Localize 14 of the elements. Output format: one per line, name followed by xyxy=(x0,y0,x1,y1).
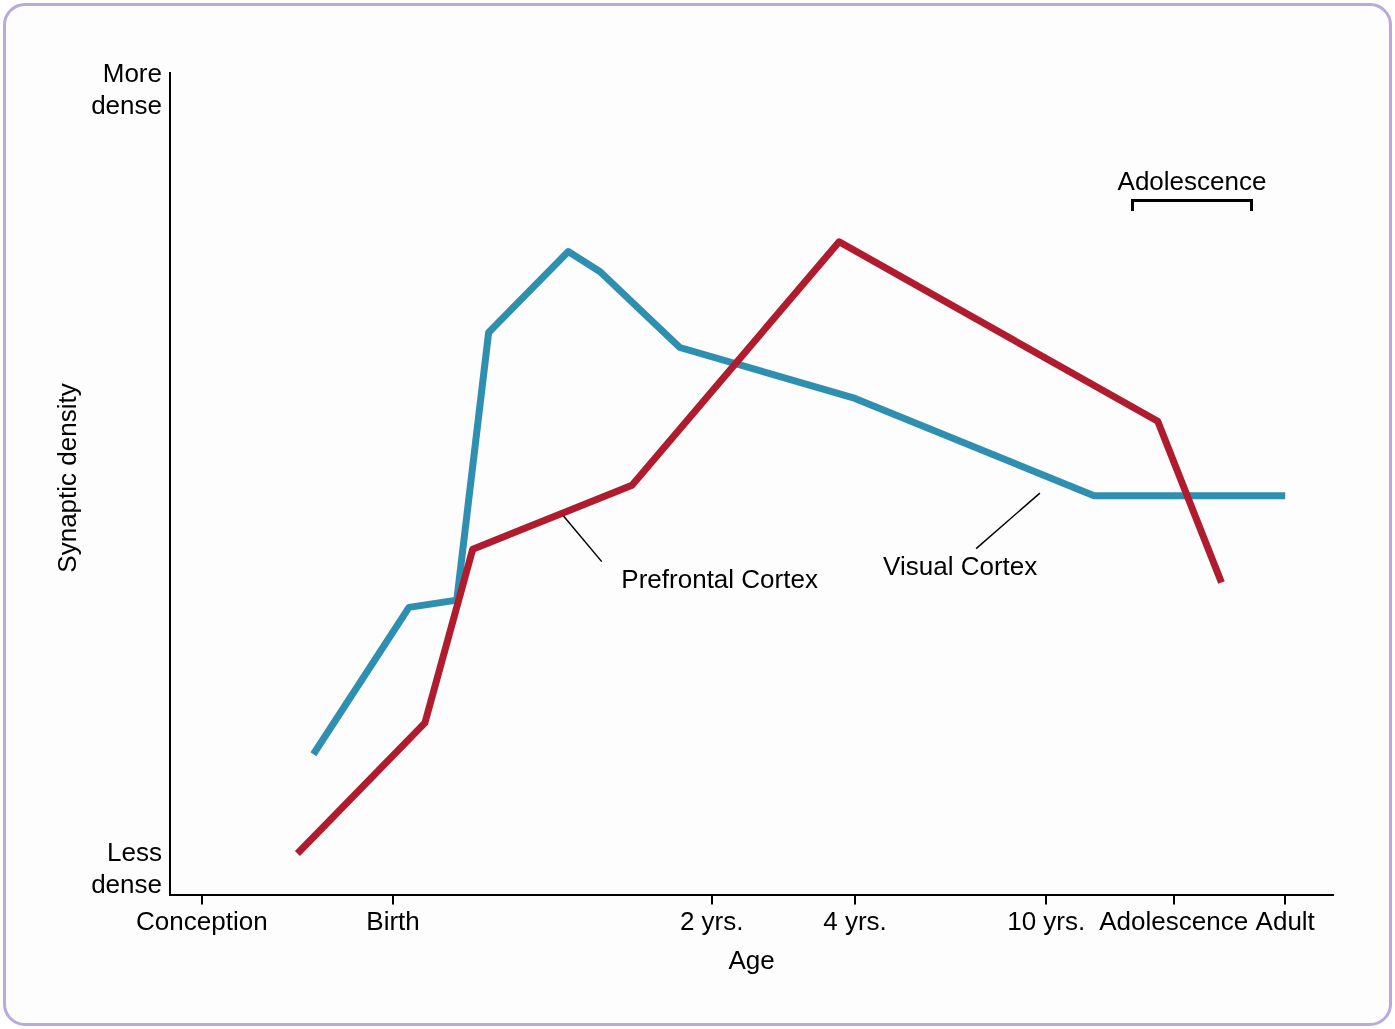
text: Visual Cortex xyxy=(883,551,1038,582)
x-tick-label: 4 yrs. xyxy=(823,906,887,937)
text: More dense xyxy=(91,58,162,121)
text: Prefrontal Cortex xyxy=(621,564,818,595)
text: Adolescence xyxy=(1117,166,1267,197)
x-axis-title: Age xyxy=(728,944,775,975)
x-tick-label: 10 yrs. xyxy=(1007,906,1086,937)
x-tick-label: Adolescence xyxy=(1099,906,1249,937)
x-tick-label: Adult xyxy=(1255,906,1316,937)
text: Less dense xyxy=(91,836,162,899)
x-tick-label: Birth xyxy=(366,906,420,937)
x-tick-label: 2 yrs. xyxy=(679,906,744,937)
y-axis-title: Synaptic density xyxy=(51,383,83,573)
x-tick-label: Conception xyxy=(136,906,268,937)
